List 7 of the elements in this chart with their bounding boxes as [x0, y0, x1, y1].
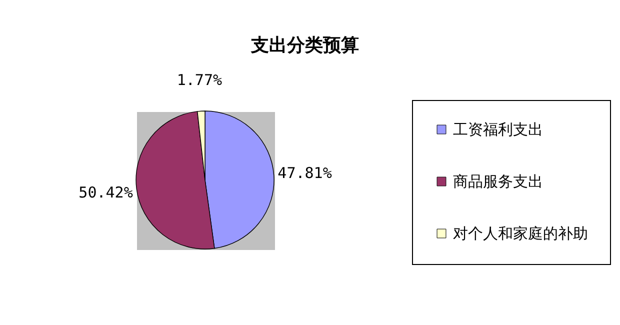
legend-label: 工资福利支出 [453, 120, 543, 138]
data-label: 1.77% [176, 71, 222, 90]
chart-title: 支出分类预算 [250, 35, 359, 56]
data-label: 50.42% [78, 183, 133, 202]
legend-label: 商品服务支出 [453, 172, 543, 190]
legend-label: 对个人和家庭的补助 [453, 224, 588, 242]
data-label: 47.81% [278, 164, 332, 182]
